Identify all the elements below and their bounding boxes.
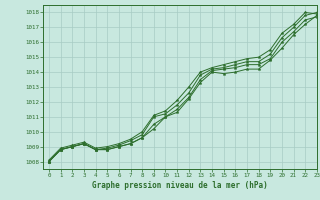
- X-axis label: Graphe pression niveau de la mer (hPa): Graphe pression niveau de la mer (hPa): [92, 181, 268, 190]
